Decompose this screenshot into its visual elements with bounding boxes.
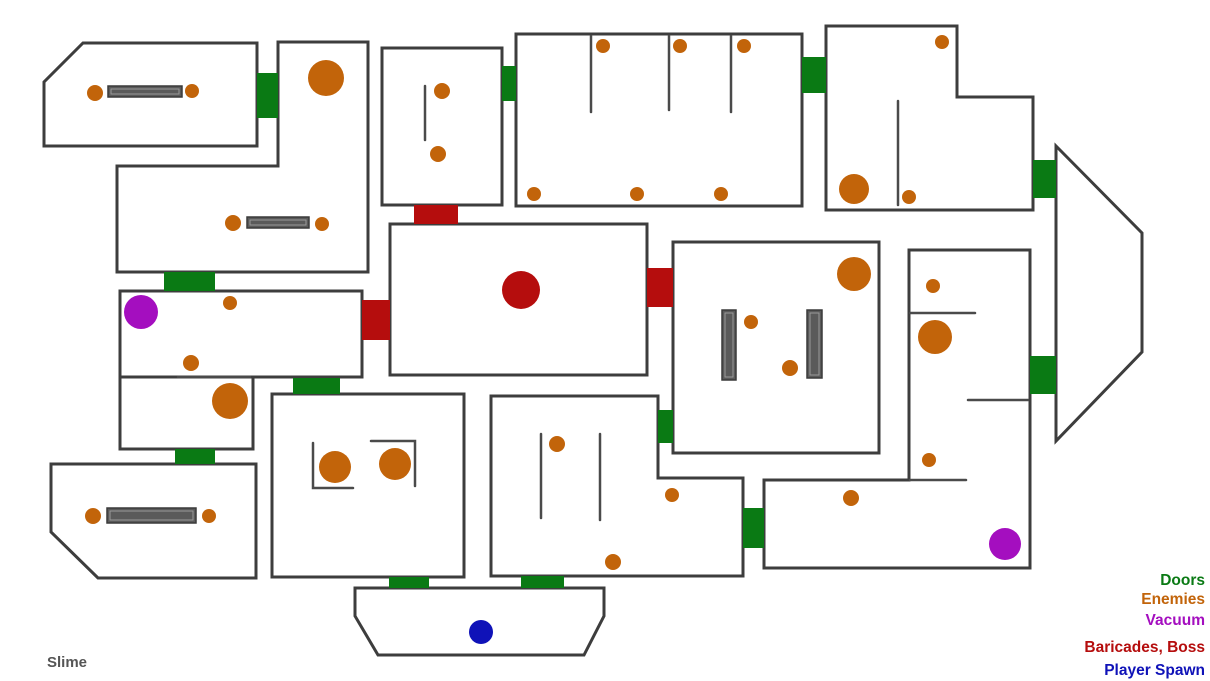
room [118, 289, 364, 379]
enemy-marker [223, 296, 237, 310]
enemy-marker-large [918, 320, 952, 354]
enemy-marker [596, 39, 610, 53]
enemy-marker [630, 187, 644, 201]
enemy-marker-large [319, 451, 351, 483]
door [502, 66, 516, 101]
table-obstacle [721, 309, 737, 381]
enemy-marker [665, 488, 679, 502]
door [175, 449, 215, 464]
enemy-marker-large [839, 174, 869, 204]
door [1030, 356, 1056, 394]
player-spawn-marker [469, 620, 493, 644]
legend-doors: Doors [1160, 572, 1205, 589]
table-obstacle-inner [109, 510, 194, 521]
enemy-marker [430, 146, 446, 162]
enemy-marker [225, 215, 241, 231]
legend-barricades-boss: Baricades, Boss [1084, 639, 1205, 656]
enemy-marker [782, 360, 798, 376]
enemy-marker [434, 83, 450, 99]
enemy-marker [315, 217, 329, 231]
enemy-marker [185, 84, 199, 98]
enemy-marker [922, 453, 936, 467]
legend-player-spawn: Player Spawn [1104, 662, 1205, 679]
table-obstacle-inner [809, 312, 820, 376]
room [514, 32, 804, 208]
door [802, 57, 826, 93]
door [389, 577, 429, 588]
table-obstacle [246, 216, 310, 229]
door [164, 272, 215, 291]
enemy-marker [183, 355, 199, 371]
room [270, 392, 466, 579]
vacuum-marker [124, 295, 158, 329]
door [521, 576, 564, 588]
enemy-marker [902, 190, 916, 204]
enemy-marker-large [379, 448, 411, 480]
enemy-marker [935, 35, 949, 49]
enemy-marker [527, 187, 541, 201]
boss-marker [502, 271, 540, 309]
interior-wall [311, 441, 355, 490]
enemy-marker [926, 279, 940, 293]
enemy-marker-large [308, 60, 344, 96]
room [115, 40, 370, 274]
table-obstacle [106, 507, 197, 524]
enemy-marker [673, 39, 687, 53]
legend: Doors Enemies Vacuum Baricades, Boss Pla… [1084, 570, 1205, 681]
table-obstacle-inner [724, 312, 734, 378]
door [293, 378, 340, 394]
interior-wall [369, 439, 417, 488]
enemy-marker-large [212, 383, 248, 419]
enemy-marker [714, 187, 728, 201]
table-obstacle-inner [110, 88, 180, 95]
enemy-marker [202, 509, 216, 523]
map-name: Slime [47, 654, 88, 671]
enemy-marker [85, 508, 101, 524]
room [1054, 142, 1144, 445]
table-obstacle [806, 309, 823, 379]
table-obstacle [107, 85, 183, 98]
door [658, 410, 673, 443]
table-obstacle-inner [249, 219, 307, 226]
enemy-marker [744, 315, 758, 329]
enemy-marker [549, 436, 565, 452]
vacuum-marker [989, 528, 1021, 560]
enemy-marker [843, 490, 859, 506]
room [380, 46, 504, 207]
enemy-marker-large [837, 257, 871, 291]
enemy-marker [87, 85, 103, 101]
enemy-marker [605, 554, 621, 570]
barricade [647, 268, 673, 307]
barricade [362, 300, 390, 340]
door [1033, 160, 1056, 198]
door [257, 73, 278, 118]
legend-vacuum: Vacuum [1145, 612, 1205, 629]
door [743, 508, 764, 548]
enemy-marker [737, 39, 751, 53]
room [824, 24, 1035, 212]
barricade [414, 205, 458, 224]
legend-enemies: Enemies [1141, 591, 1205, 608]
